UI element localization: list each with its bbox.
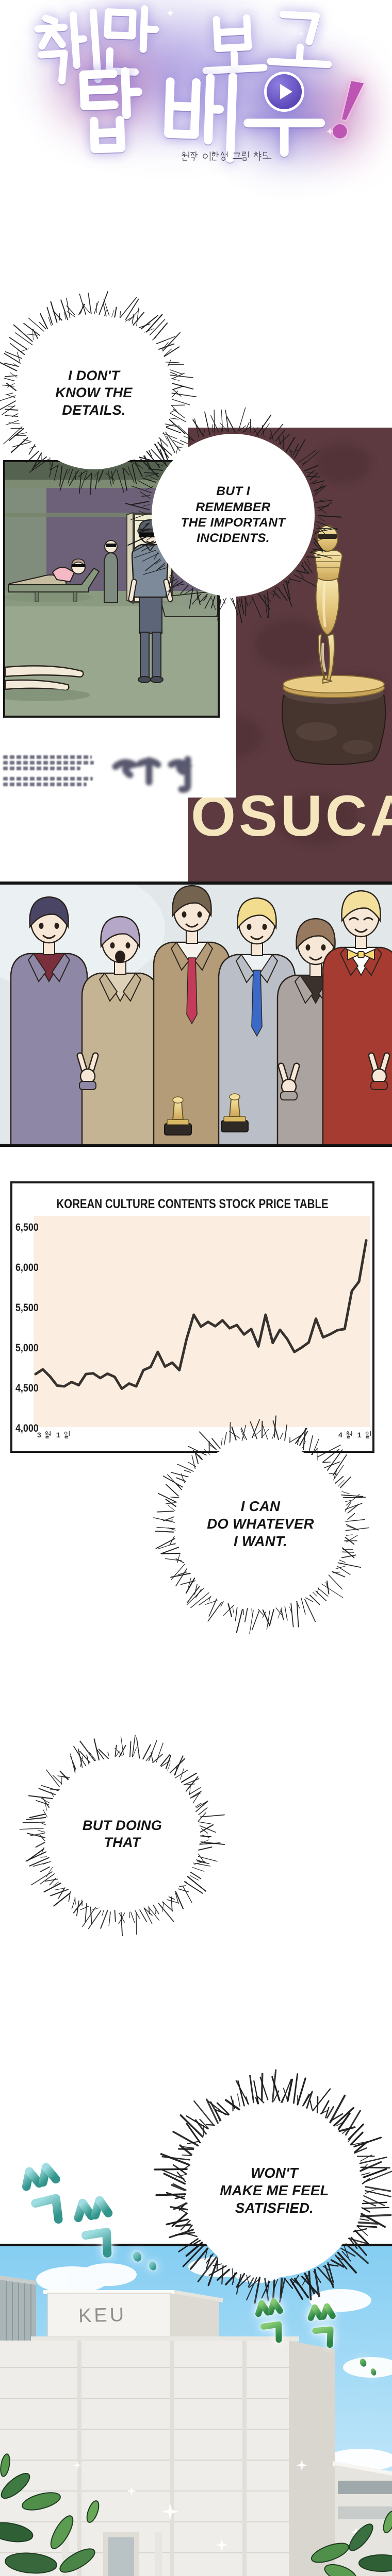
bubble-text-line: KNOW THE xyxy=(55,385,133,401)
y-axis-tick: 5,000 xyxy=(15,1342,39,1354)
speed-line-burst xyxy=(153,1415,370,1634)
bubble-text-line: REMEMBER xyxy=(195,500,271,514)
group-photo-panel xyxy=(0,866,392,1148)
chart-title: KOREAN CULTURE CONTENTS STOCK PRICE TABL… xyxy=(56,1197,329,1211)
y-axis-tick: 6,500 xyxy=(15,1222,39,1233)
bubble-text-line: INCIDENTS. xyxy=(197,531,270,546)
speed-line-burst xyxy=(19,1735,225,1937)
stock-chart-panel: KOREAN CULTURE CONTENTS STOCK PRICE TABL… xyxy=(10,1181,374,1453)
svg-text:3: 3 xyxy=(37,1431,41,1439)
speech-bubble-5: WON'T MAKE ME FEEL SATISFIED. xyxy=(148,2064,392,2317)
bubble-text-line: I CAN xyxy=(240,1498,281,1514)
bubble-text-line: THAT xyxy=(104,1835,141,1850)
building-sign-text: KEU xyxy=(78,2304,126,2327)
logo-glow-pink-right xyxy=(304,57,382,170)
speech-bubble-4: BUT DOING THAT xyxy=(7,1719,238,1950)
logo-line-2 xyxy=(76,67,358,235)
svg-text:4: 4 xyxy=(338,1431,342,1439)
bubble-text-line: I DON'T xyxy=(68,367,120,383)
series-credit xyxy=(182,151,275,171)
sfx-dots xyxy=(133,2251,157,2270)
logo-line-1 xyxy=(34,5,360,144)
speech-bubble-3: I CAN DO WHATEVER I WANT. xyxy=(137,1400,384,1648)
bubble-text-line: BUT DOING xyxy=(82,1817,162,1833)
bubble-text-line: MAKE ME FEEL xyxy=(220,2182,329,2198)
chart-plot-area xyxy=(34,1216,370,1427)
speed-line-burst xyxy=(125,407,341,623)
group-photo-illustration xyxy=(0,866,392,1148)
speech-bubble-2: BUT I REMEMBER THE IMPORTANT INCIDENTS. xyxy=(111,394,355,637)
bubble-text-line: DO WHATEVER xyxy=(207,1515,314,1532)
sfx-text xyxy=(17,2150,154,2282)
sfx-text xyxy=(253,2291,381,2382)
play-triangle-icon xyxy=(280,84,292,99)
building-illustration: KEU xyxy=(0,2244,392,2576)
speed-line-burst xyxy=(0,291,197,496)
speech-bubble-1: I DON'T KNOW THE DETAILS. xyxy=(0,277,210,510)
building-panel: KEU xyxy=(0,2244,392,2576)
speed-line-burst xyxy=(154,2069,392,2311)
blurred-ink-text xyxy=(112,756,193,793)
bubble-text-line: I WANT. xyxy=(234,1533,287,1550)
y-axis-tick: 6,000 xyxy=(15,1262,39,1274)
sfx-dots xyxy=(360,2359,377,2376)
svg-text:1: 1 xyxy=(56,1431,60,1439)
y-axis-tick: 5,500 xyxy=(15,1302,39,1314)
bubble-text-line: THE IMPORTANT xyxy=(181,516,286,530)
svg-text:1: 1 xyxy=(357,1431,362,1439)
bubble-text-line: BUT I xyxy=(216,484,250,499)
y-axis-tick: 4,000 xyxy=(15,1422,39,1434)
bubble-text-line: SATISFIED. xyxy=(235,2200,314,2216)
y-axis-tick: 4,500 xyxy=(15,1382,39,1394)
play-button-icon xyxy=(267,74,302,109)
bubble-text-line: WON'T xyxy=(250,2164,299,2181)
bubble-text-line: DETAILS. xyxy=(62,402,126,418)
